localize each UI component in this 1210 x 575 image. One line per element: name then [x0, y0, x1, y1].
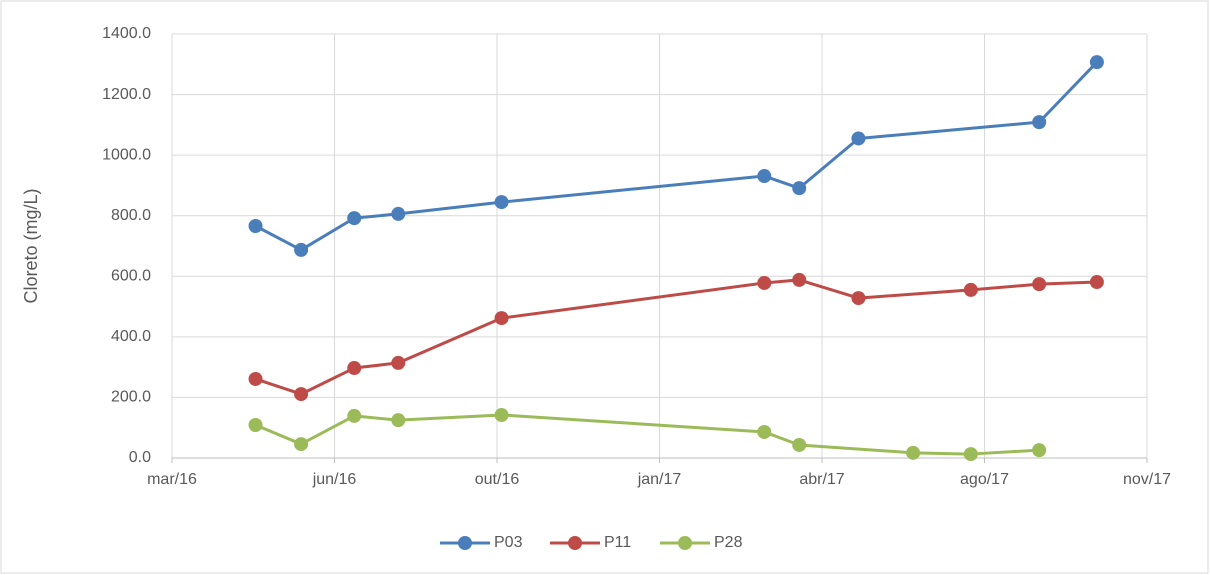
x-tick-label: nov/17 [1123, 471, 1171, 488]
legend-marker [678, 536, 692, 550]
data-point [792, 181, 807, 196]
x-tick-label: jan/17 [637, 471, 682, 488]
data-point [294, 242, 309, 257]
y-tick-label: 1400.0 [102, 25, 151, 42]
data-point [1089, 275, 1104, 290]
x-tick-label: ago/17 [960, 471, 1009, 488]
x-tick-label: mar/16 [147, 471, 197, 488]
series-line [254, 413, 1040, 456]
data-point [757, 424, 772, 439]
data-point [294, 437, 309, 452]
legend-marker [458, 536, 472, 550]
data-point [906, 445, 921, 460]
data-point [347, 211, 362, 226]
y-axis-title: Cloreto (mg/L) [21, 188, 41, 303]
data-point [851, 291, 866, 306]
x-tick-label: abr/17 [799, 471, 844, 488]
legend-label: P11 [604, 534, 631, 551]
data-point [494, 195, 509, 210]
data-point [1032, 443, 1047, 458]
data-point [1032, 115, 1047, 130]
legend-marker [568, 536, 582, 550]
y-tick-label: 200.0 [111, 389, 151, 406]
data-point [347, 361, 362, 376]
data-point [792, 272, 807, 287]
data-point [792, 437, 807, 452]
data-point [391, 206, 406, 221]
data-point [757, 169, 772, 184]
data-point [294, 387, 309, 402]
data-point [1089, 55, 1104, 70]
series-line [254, 61, 1098, 252]
x-tick-label: jun/16 [312, 471, 357, 488]
data-point [248, 417, 263, 432]
x-tick-label: out/16 [475, 471, 520, 488]
data-point [851, 131, 866, 146]
data-point [391, 355, 406, 370]
data-point [248, 219, 263, 234]
legend-label: P03 [494, 534, 523, 551]
data-point [494, 311, 509, 326]
y-tick-label: 0.0 [129, 449, 151, 466]
data-point [347, 408, 362, 423]
y-tick-label: 1200.0 [102, 86, 151, 103]
y-tick-label: 400.0 [111, 328, 151, 345]
y-tick-label: 600.0 [111, 268, 151, 285]
y-tick-label: 800.0 [111, 207, 151, 224]
data-point [1032, 277, 1047, 292]
data-point [391, 413, 406, 428]
data-point [248, 371, 263, 386]
data-point [494, 407, 509, 422]
data-point [963, 282, 978, 297]
y-tick-label: 1000.0 [102, 146, 151, 163]
legend-label: P28 [714, 534, 743, 551]
data-point [963, 447, 978, 462]
data-point [757, 275, 772, 290]
